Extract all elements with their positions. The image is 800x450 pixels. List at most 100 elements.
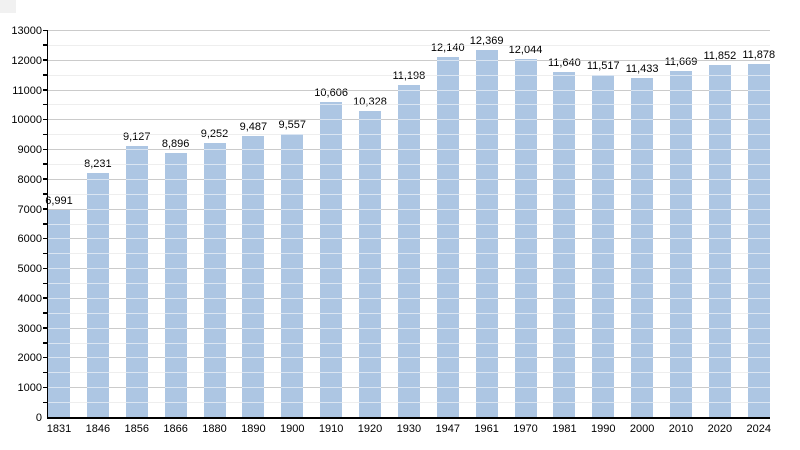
plot-area: 6,99118318,23118469,12718568,89618669,25…	[45, 30, 775, 436]
bar-slot: 6,991 1831	[45, 31, 73, 435]
gridline-highlight	[48, 297, 770, 299]
gridline-highlight	[48, 163, 770, 165]
y-tick-label: 2000	[17, 352, 42, 365]
y-axis-tick	[43, 282, 48, 285]
bar-value-label: 11,669	[664, 55, 698, 68]
x-tick-label: 2024	[746, 423, 771, 435]
bar	[48, 209, 70, 418]
y-axis-tick	[43, 103, 48, 106]
y-axis-tick	[43, 327, 48, 329]
bar-slot: 11,517 1990	[587, 31, 620, 435]
gridline-highlight	[48, 402, 770, 404]
bar-value-label: 12,140	[430, 41, 465, 54]
y-axis-tick	[43, 163, 48, 165]
bar	[125, 146, 148, 418]
gridline-highlight	[48, 253, 770, 255]
bar-slot: 8,231 1846	[84, 31, 112, 435]
bar-slot: 12,140 1947	[431, 31, 465, 435]
bar	[592, 75, 615, 418]
y-tick-label: 12000	[11, 54, 42, 67]
gridline-highlight	[48, 89, 770, 91]
y-axis-line	[46, 31, 48, 419]
x-tick-label: 1970	[513, 423, 538, 435]
y-axis-tick	[43, 148, 48, 151]
y-axis-tick	[43, 297, 48, 299]
bar-value-label: 6,991	[45, 194, 73, 207]
bar	[359, 110, 381, 418]
x-tick-label: 1920	[357, 423, 383, 435]
bar-value-label: 8,896	[161, 138, 190, 151]
bar-slot: 12,369 1961	[470, 31, 504, 435]
y-tick-label: 3000	[17, 322, 42, 335]
y-axis-tick	[43, 118, 48, 121]
gridline-highlight	[48, 372, 770, 374]
y-tick-label: 13000	[11, 25, 42, 37]
y-axis-tick	[43, 237, 48, 240]
bar-value-label: 9,557	[278, 118, 307, 131]
bar-slot: 8,896 1866	[161, 31, 190, 435]
gridline-highlight	[48, 149, 770, 151]
gridline-highlight	[48, 312, 770, 314]
y-axis-tick	[43, 29, 48, 31]
y-axis-labels: 0 1000 2000 3000 4000 5000 6000 7000 8000 9000 100…	[0, 0, 42, 450]
bar-value-label: 9,487	[239, 120, 268, 133]
x-tick-label: 1961	[474, 423, 499, 435]
y-tick-label: 6000	[17, 233, 42, 246]
grid-over-layer	[48, 30, 770, 418]
y-tick-label: 8000	[17, 173, 42, 186]
x-tick-label: 1981	[552, 423, 577, 435]
bar	[553, 71, 576, 418]
y-axis-tick	[43, 356, 48, 359]
gridline-highlight	[48, 327, 770, 329]
x-tick-label: 1900	[280, 423, 305, 435]
y-tick-label: 0	[35, 412, 42, 424]
y-axis-tick	[43, 133, 48, 136]
bar-slot: 11,852 2020	[703, 31, 736, 435]
bar-slot: 11,669 2010	[665, 31, 698, 435]
x-axis-line	[48, 417, 770, 419]
bar-value-label: 12,044	[508, 44, 543, 57]
bar-slot: 11,198 1930	[392, 31, 425, 435]
y-tick-label: 5000	[17, 263, 42, 276]
bar-value-label: 11,640	[547, 56, 581, 69]
x-tick-label: 2000	[629, 423, 655, 435]
gridline-highlight	[48, 59, 770, 61]
y-tick-label: 11000	[12, 84, 42, 97]
bar-slot: 9,252 1880	[201, 31, 229, 435]
bar	[475, 49, 498, 418]
bar	[164, 153, 187, 418]
x-tick-label: 1866	[163, 423, 188, 435]
bar-slot: 11,640 1981	[548, 31, 581, 436]
y-axis-tick	[43, 312, 48, 314]
y-tick-label: 10000	[11, 114, 42, 127]
bar	[747, 64, 770, 418]
gridline-highlight	[48, 44, 770, 46]
y-axis-tick	[43, 223, 48, 225]
y-axis-tick	[43, 252, 48, 255]
gridline-highlight	[48, 357, 770, 359]
gridline-highlight	[48, 223, 770, 225]
y-axis-tick	[43, 178, 48, 180]
x-tick-label: 1990	[591, 423, 616, 435]
gridline-highlight	[48, 238, 770, 240]
gridline-highlight	[48, 268, 770, 270]
bar	[670, 70, 692, 418]
bar-value-label: 11,433	[625, 62, 659, 75]
x-tick-label: 2020	[707, 423, 733, 435]
x-tick-label: 1880	[202, 423, 227, 435]
gridline-highlight	[48, 193, 770, 195]
gridline-highlight	[48, 104, 770, 106]
bar	[708, 65, 731, 418]
bar	[320, 102, 343, 418]
x-tick-label: 1831	[46, 423, 72, 435]
gridline-highlight	[48, 74, 770, 76]
x-tick-label: 1930	[396, 423, 422, 435]
bar-slot: 11,433 2000	[626, 31, 659, 435]
bar-value-label: 11,198	[392, 69, 426, 82]
x-tick-label: 1910	[318, 423, 344, 435]
x-tick-label: 1856	[124, 423, 149, 435]
bar-value-label: 11,878	[742, 49, 776, 62]
x-tick-label: 1890	[241, 423, 266, 435]
y-axis-tick	[43, 371, 48, 374]
x-tick-label: 1846	[85, 423, 111, 435]
